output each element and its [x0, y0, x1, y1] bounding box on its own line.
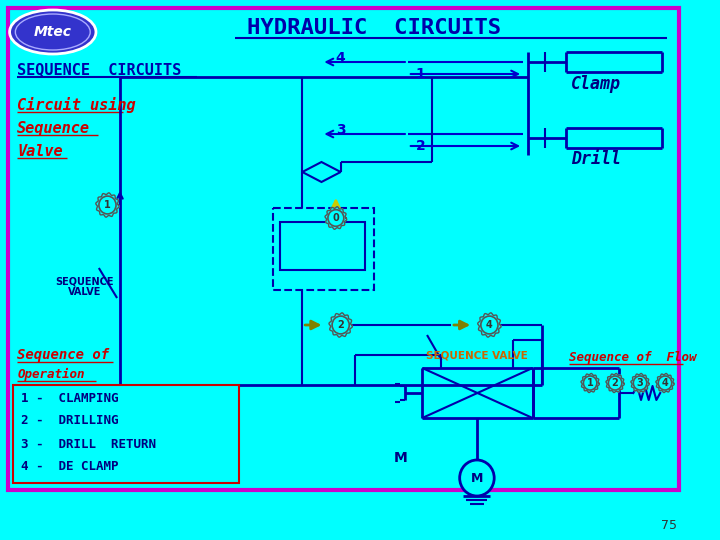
Circle shape	[658, 376, 672, 390]
Text: 3: 3	[636, 378, 644, 388]
Text: VALVE: VALVE	[68, 287, 101, 297]
Bar	[14, 385, 239, 483]
Text: 2: 2	[415, 139, 426, 153]
Text: 2: 2	[612, 378, 618, 388]
Text: HYDRAULIC  CIRCUITS: HYDRAULIC CIRCUITS	[247, 18, 501, 38]
Circle shape	[583, 376, 597, 390]
Text: Valve: Valve	[17, 144, 63, 159]
Polygon shape	[302, 162, 341, 182]
Text: 3: 3	[336, 123, 346, 137]
Text: 4: 4	[662, 378, 668, 388]
Ellipse shape	[9, 10, 96, 54]
Polygon shape	[325, 207, 347, 229]
Circle shape	[634, 376, 647, 390]
Polygon shape	[606, 374, 624, 393]
Text: 75: 75	[660, 519, 677, 532]
Ellipse shape	[15, 14, 90, 50]
Text: M: M	[471, 471, 483, 484]
Text: M: M	[395, 451, 408, 465]
Text: Mtec: Mtec	[34, 25, 72, 39]
Text: SEQUENCE  CIRCUITS: SEQUENCE CIRCUITS	[17, 63, 181, 78]
Text: Operation: Operation	[17, 367, 85, 381]
Text: SEQUENCE: SEQUENCE	[55, 277, 114, 287]
Bar	[280, 222, 364, 270]
Text: Clamp: Clamp	[571, 75, 621, 93]
Text: 4 -  DE CLAMP: 4 - DE CLAMP	[21, 461, 119, 474]
Text: 4: 4	[486, 320, 492, 330]
Text: Circuit using: Circuit using	[17, 97, 136, 113]
Text: SEQUENCE VALVE: SEQUENCE VALVE	[426, 350, 528, 360]
Circle shape	[99, 196, 116, 214]
Text: 0: 0	[333, 213, 339, 223]
Circle shape	[332, 316, 349, 334]
Text: 2: 2	[337, 320, 344, 330]
Text: 1: 1	[415, 67, 426, 81]
Bar	[274, 208, 374, 290]
Text: 1: 1	[104, 200, 111, 210]
Polygon shape	[631, 374, 649, 393]
Text: 1 -  CLAMPING: 1 - CLAMPING	[21, 392, 119, 404]
Circle shape	[328, 210, 344, 226]
Polygon shape	[96, 193, 119, 217]
Circle shape	[459, 460, 494, 496]
Polygon shape	[656, 374, 674, 393]
Text: Sequence of: Sequence of	[17, 348, 109, 362]
Text: 2 -  DRILLING: 2 - DRILLING	[21, 415, 119, 428]
Circle shape	[481, 316, 498, 334]
Circle shape	[608, 376, 622, 390]
Polygon shape	[581, 374, 599, 393]
Text: Drill: Drill	[571, 150, 621, 168]
Text: Sequence: Sequence	[17, 120, 90, 136]
Bar	[8, 8, 680, 490]
Polygon shape	[329, 313, 352, 337]
Text: 4: 4	[336, 51, 346, 65]
Text: Sequence of  Flow: Sequence of Flow	[569, 352, 696, 365]
Text: 1: 1	[587, 378, 593, 388]
Text: 3 -  DRILL  RETURN: 3 - DRILL RETURN	[21, 437, 156, 450]
Polygon shape	[478, 313, 501, 337]
